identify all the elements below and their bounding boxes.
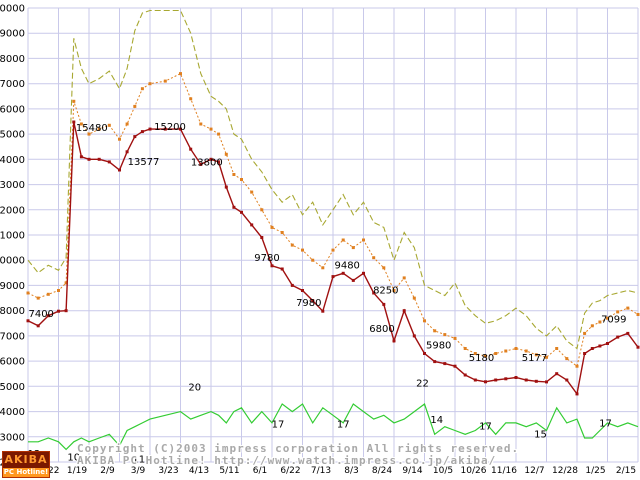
svg-text:3/23: 3/23 — [158, 466, 178, 476]
svg-text:15000: 15000 — [0, 130, 25, 141]
svg-text:2/9: 2/9 — [100, 466, 115, 476]
footer: Copyright (C)2003 impress corporation Al… — [77, 443, 519, 467]
svg-text:9780: 9780 — [254, 253, 279, 264]
akiba-logo-subtitle: PC Hotline! — [3, 468, 49, 477]
svg-text:8250: 8250 — [373, 285, 398, 296]
svg-text:17: 17 — [337, 420, 350, 431]
svg-text:11/16: 11/16 — [491, 466, 517, 476]
svg-text:11: 11 — [132, 454, 145, 465]
svg-text:17000: 17000 — [0, 79, 25, 90]
svg-text:16000: 16000 — [0, 104, 25, 115]
svg-text:14: 14 — [430, 415, 443, 426]
svg-text:5/11: 5/11 — [219, 466, 239, 476]
svg-text:13577: 13577 — [128, 157, 160, 168]
svg-text:13000: 13000 — [0, 180, 25, 191]
svg-text:7980: 7980 — [296, 298, 321, 309]
svg-text:3000: 3000 — [0, 432, 25, 443]
svg-text:3/9: 3/9 — [131, 466, 146, 476]
svg-text:6/1: 6/1 — [253, 466, 267, 476]
svg-text:1/25: 1/25 — [585, 466, 605, 476]
svg-text:7/13: 7/13 — [311, 466, 331, 476]
svg-text:15: 15 — [534, 429, 547, 440]
copyright-text: Copyright (C)2003 impress corporation Al… — [77, 442, 520, 455]
svg-text:15200: 15200 — [154, 122, 186, 133]
svg-text:4000: 4000 — [0, 407, 25, 418]
site-url-text[interactable]: AKIBA PC Hotline! http://www.watch.impre… — [77, 454, 497, 467]
svg-text:6/22: 6/22 — [280, 466, 300, 476]
svg-text:10/26: 10/26 — [461, 466, 487, 476]
svg-text:8000: 8000 — [0, 306, 25, 317]
svg-text:17: 17 — [272, 420, 285, 431]
svg-text:6800: 6800 — [369, 324, 394, 335]
svg-text:4/13: 4/13 — [189, 466, 209, 476]
svg-text:14000: 14000 — [0, 155, 25, 166]
svg-text:7000: 7000 — [0, 331, 25, 342]
svg-text:10000: 10000 — [0, 256, 25, 267]
svg-text:17: 17 — [479, 422, 492, 433]
svg-text:7099: 7099 — [601, 314, 626, 325]
svg-text:12000: 12000 — [0, 205, 25, 216]
akiba-logo-title: AKIBA — [3, 452, 49, 468]
svg-text:17: 17 — [599, 419, 612, 430]
svg-text:9000: 9000 — [0, 281, 25, 292]
svg-text:5980: 5980 — [426, 341, 451, 352]
svg-text:12/28: 12/28 — [552, 466, 578, 476]
svg-text:22: 22 — [416, 379, 429, 390]
akiba-logo[interactable]: AKIBA PC Hotline! — [2, 451, 50, 478]
svg-text:9480: 9480 — [334, 260, 359, 271]
svg-text:1/19: 1/19 — [67, 466, 87, 476]
svg-text:10/5: 10/5 — [433, 466, 453, 476]
svg-text:20000: 20000 — [0, 4, 25, 15]
svg-text:15480: 15480 — [76, 123, 108, 134]
svg-text:11000: 11000 — [0, 231, 25, 242]
svg-text:18000: 18000 — [0, 54, 25, 65]
svg-text:12/7: 12/7 — [524, 466, 544, 476]
svg-text:20: 20 — [188, 383, 201, 394]
svg-text:2/15: 2/15 — [616, 466, 636, 476]
svg-text:8/3: 8/3 — [344, 466, 358, 476]
svg-text:5177: 5177 — [522, 353, 547, 364]
svg-text:6000: 6000 — [0, 357, 25, 368]
svg-text:13800: 13800 — [191, 157, 223, 168]
svg-text:7400: 7400 — [28, 309, 53, 320]
svg-text:5000: 5000 — [0, 382, 25, 393]
svg-text:10: 10 — [67, 452, 80, 463]
svg-text:8/24: 8/24 — [372, 466, 392, 476]
svg-text:9/14: 9/14 — [402, 466, 422, 476]
svg-text:5180: 5180 — [469, 353, 494, 364]
svg-text:19000: 19000 — [0, 29, 25, 40]
